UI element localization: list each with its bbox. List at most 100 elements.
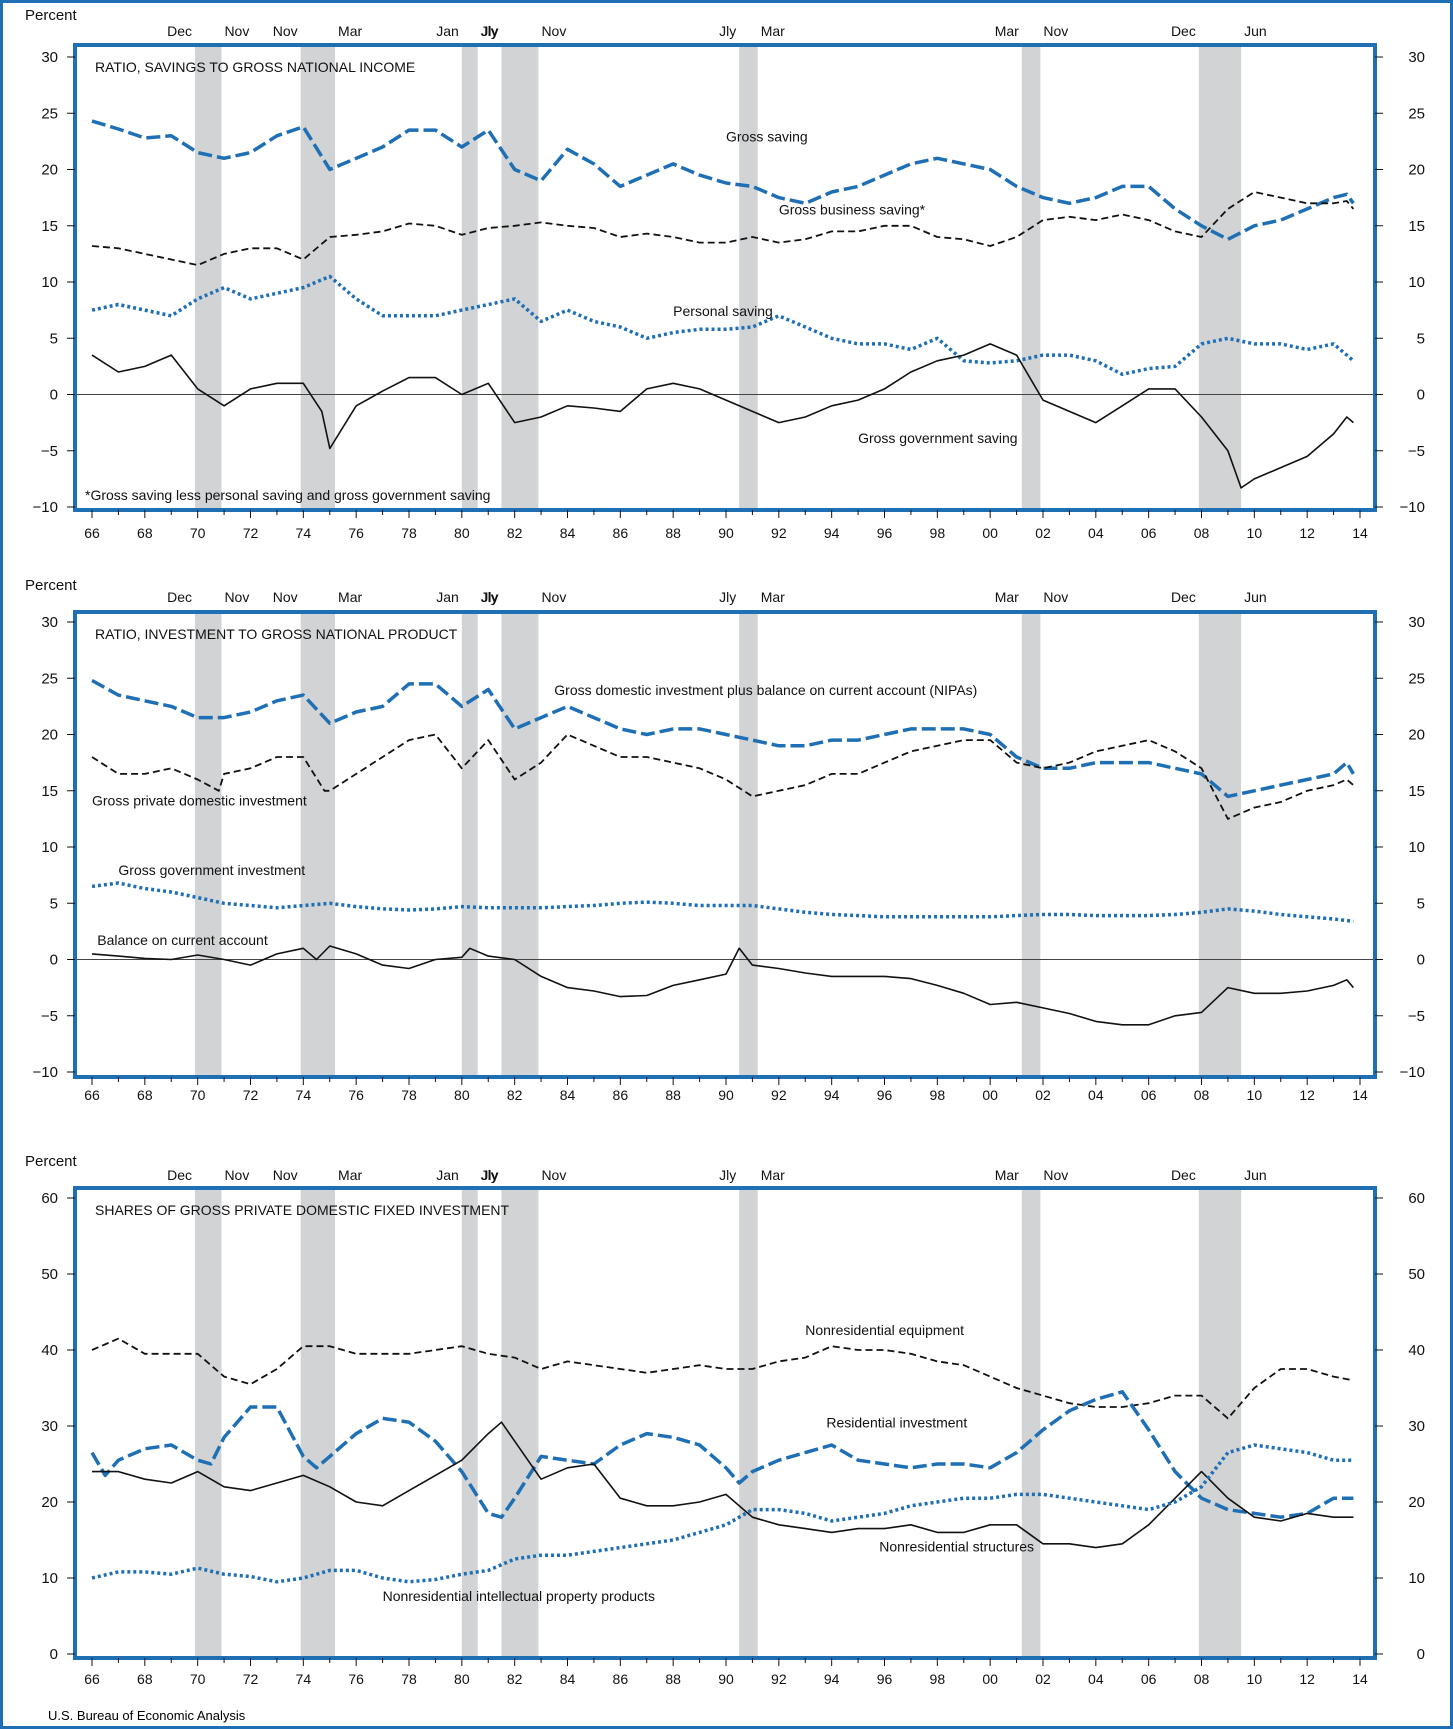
recession-end-label: Nov — [1043, 1167, 1068, 1183]
y-tick-label-right: 10 — [1408, 274, 1425, 291]
chart-footnote: *Gross saving less personal saving and g… — [85, 487, 490, 503]
x-tick-label: 82 — [507, 1671, 523, 1687]
recession-end-label: Jun — [1244, 589, 1267, 605]
series-label-gross-domestic-investment-plus-balance-on-current-account-nipas: Gross domestic investment plus balance o… — [554, 682, 977, 698]
recession-start-label: Jan — [436, 1167, 459, 1183]
y-tick-label-left: 20 — [41, 1494, 58, 1511]
recession-start-label: Jan — [436, 23, 459, 39]
x-tick-label: 84 — [560, 1671, 576, 1687]
recession-start-label: Mar — [995, 589, 1019, 605]
y-tick-label-right: 50 — [1408, 1266, 1425, 1283]
series-line-nonresidential-equipment — [91, 1337, 1354, 1420]
recession-start-label: Nov — [273, 1167, 298, 1183]
recession-end-label: Nov — [224, 1167, 249, 1183]
y-tick-label-left: 10 — [41, 1570, 58, 1587]
x-tick-label: 06 — [1141, 525, 1157, 541]
recession-start-label: Jly — [481, 1167, 498, 1183]
recession-end-label: Jun — [1244, 23, 1267, 39]
x-tick-label: 02 — [1035, 1671, 1051, 1687]
recession-start-label: Dec — [1171, 589, 1196, 605]
recession-end-label: Jly — [481, 1167, 498, 1183]
series-line-personal-saving — [91, 274, 1355, 377]
recession-band — [461, 45, 478, 510]
recession-end-label: Nov — [224, 23, 249, 39]
x-tick-label: 92 — [771, 1671, 787, 1687]
x-tick-label: 12 — [1299, 1671, 1315, 1687]
x-tick-label: 76 — [348, 1671, 364, 1687]
x-tick-label: 98 — [930, 1087, 946, 1103]
x-tick-label: 70 — [190, 1087, 206, 1103]
recession-end-label: Mar — [338, 23, 362, 39]
y-tick-label-right: 5 — [1417, 895, 1425, 912]
x-tick-label: 90 — [718, 1087, 734, 1103]
y-tick-label-left: 25 — [41, 670, 58, 687]
recession-band — [739, 1188, 758, 1658]
y-tick-label-right: 0 — [1417, 387, 1425, 404]
recession-start-label: Dec — [167, 1167, 192, 1183]
x-tick-label: 06 — [1141, 1671, 1157, 1687]
x-tick-label: 84 — [560, 1087, 576, 1103]
x-tick-label: 06 — [1141, 1087, 1157, 1103]
series-line-gross-domestic-investment-plus-balance-on-current-account-nipas — [91, 678, 1355, 799]
y-tick-label-right: 20 — [1408, 1494, 1425, 1511]
x-tick-label: 70 — [190, 1671, 206, 1687]
recession-start-label: Dec — [1171, 1167, 1196, 1183]
x-tick-label: 74 — [296, 525, 312, 541]
recession-band — [1198, 1188, 1242, 1658]
recession-end-label: Mar — [338, 1167, 362, 1183]
y-tick-label-left: 40 — [41, 1342, 58, 1359]
series-line-gross-saving — [91, 119, 1355, 242]
plot-frame — [73, 43, 1377, 512]
x-tick-label: 94 — [824, 1671, 840, 1687]
y-tick-label-left: −10 — [33, 499, 58, 516]
recession-start-label: Dec — [167, 23, 192, 39]
x-tick-label: 68 — [137, 1087, 153, 1103]
series-label-personal-saving: Personal saving — [673, 303, 773, 319]
x-tick-label: 68 — [137, 525, 153, 541]
x-tick-label: 90 — [718, 525, 734, 541]
recession-start-label: Nov — [273, 589, 298, 605]
x-tick-label: 92 — [771, 525, 787, 541]
y-tick-label-left: 10 — [41, 274, 58, 291]
recession-end-label: Nov — [541, 589, 566, 605]
y-tick-label-right: 0 — [1417, 952, 1425, 969]
x-tick-label: 72 — [243, 1087, 259, 1103]
x-tick-label: 78 — [401, 1087, 417, 1103]
x-tick-label: 00 — [982, 1671, 998, 1687]
recession-end-label: Mar — [761, 23, 785, 39]
series-line-gross-business-saving — [91, 191, 1355, 266]
recession-band — [739, 612, 758, 1077]
x-tick-label: 00 — [982, 525, 998, 541]
x-tick-label: 86 — [613, 1087, 629, 1103]
x-tick-label: 90 — [718, 1671, 734, 1687]
plot-frame — [73, 1186, 1377, 1660]
y-tick-label-left: 30 — [41, 49, 58, 66]
recession-end-label: Nov — [224, 589, 249, 605]
x-tick-label: 80 — [454, 525, 470, 541]
y-tick-label-right: 0 — [1417, 1646, 1425, 1663]
chart-title: SHARES OF GROSS PRIVATE DOMESTIC FIXED I… — [95, 1202, 510, 1218]
x-tick-label: 68 — [137, 1671, 153, 1687]
recession-band — [1021, 1188, 1041, 1658]
recession-band — [300, 1188, 336, 1658]
y-tick-label-right: 20 — [1408, 162, 1425, 179]
recession-start-label: Dec — [1171, 23, 1196, 39]
x-tick-label: 84 — [560, 525, 576, 541]
y-axis-label: Percent — [25, 1153, 78, 1170]
x-tick-label: 96 — [877, 1087, 893, 1103]
recession-band — [1198, 612, 1242, 1077]
y-tick-label-left: 0 — [50, 952, 58, 969]
x-tick-label: 76 — [348, 1087, 364, 1103]
series-line-balance-on-current-account — [91, 945, 1355, 1026]
y-tick-label-right: 10 — [1408, 839, 1425, 856]
series-label-nonresidential-intellectual-property-products: Nonresidential intellectual property pro… — [383, 1588, 655, 1604]
recession-start-label: Nov — [273, 23, 298, 39]
x-tick-label: 00 — [982, 1087, 998, 1103]
x-tick-label: 04 — [1088, 1671, 1104, 1687]
y-tick-label-left: 15 — [41, 783, 58, 800]
y-tick-label-right: 40 — [1408, 1342, 1425, 1359]
x-tick-label: 12 — [1299, 525, 1315, 541]
y-tick-label-right: 15 — [1408, 783, 1425, 800]
y-tick-label-right: −10 — [1400, 1064, 1425, 1081]
recession-start-label: Mar — [995, 23, 1019, 39]
